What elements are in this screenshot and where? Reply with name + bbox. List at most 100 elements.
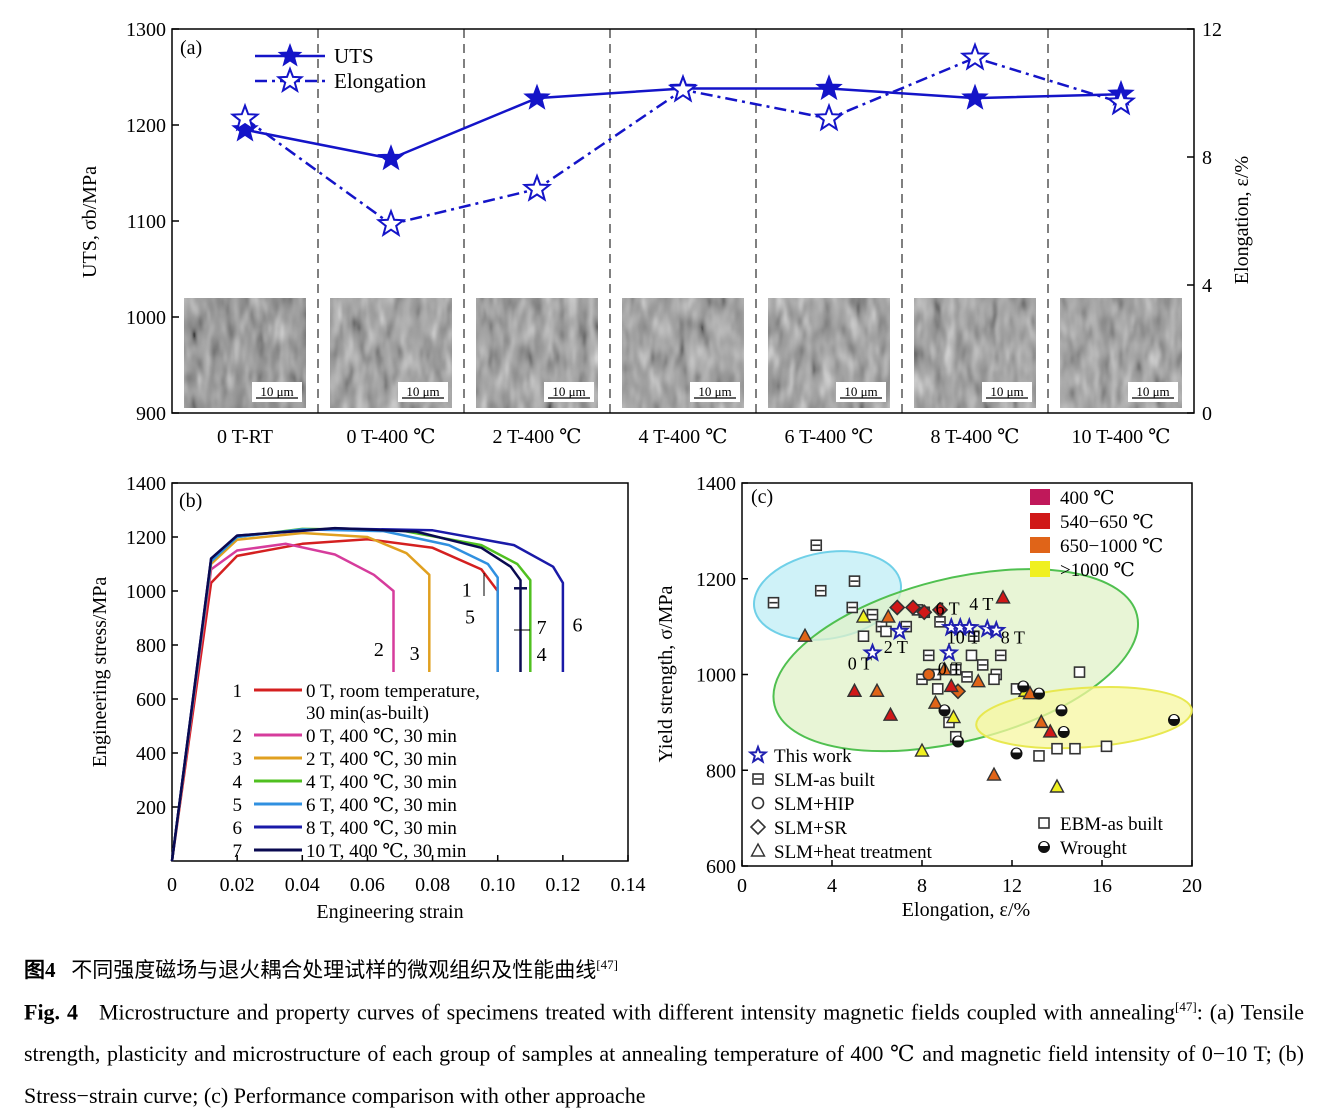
x-tick-label: 0.10 xyxy=(480,874,515,896)
scale-bar-label: 10 μm xyxy=(844,384,877,399)
y-tick-label: 400 xyxy=(136,743,166,765)
curve-label-5: 5 xyxy=(465,606,475,628)
legend-label-6: 8 T, 400 ℃, 30 min xyxy=(306,818,457,839)
this-work-point xyxy=(976,618,998,638)
legend-label-2: 0 T, 400 ℃, 30 min xyxy=(306,726,457,747)
series-elongation-marker xyxy=(813,102,845,132)
caption-cn-text: 不同强度磁场与退火耦合处理试样的微观组织及性能曲线 xyxy=(71,958,597,982)
legend-uts-marker xyxy=(277,43,303,67)
scale-bar-label: 10 μm xyxy=(1136,384,1169,399)
panel-b-frame xyxy=(171,482,629,862)
legend-marker-label: SLM-as built xyxy=(774,770,876,791)
this-work-point xyxy=(862,642,883,662)
panel-c-label: (c) xyxy=(751,486,773,508)
this-work-label: 8 T xyxy=(1001,627,1025,647)
x-tick-label: 0 T-RT xyxy=(217,426,273,448)
this-work-point xyxy=(938,642,960,662)
y-tick-label: 800 xyxy=(136,635,166,657)
wrought-point-highlight xyxy=(940,705,949,710)
caption-chinese: 图4 不同强度磁场与退火耦合处理试样的微观组织及性能曲线[47] xyxy=(24,944,1304,991)
slm-heat-point xyxy=(914,742,930,757)
caption-english: Fig. 4 Microstructure and property curve… xyxy=(24,986,1304,1117)
panel-a-legend: UTS Elongation xyxy=(255,43,427,94)
legend-label-1: 0 T, room temperature, xyxy=(306,681,480,702)
slm-heat-point xyxy=(943,677,959,693)
scale-bar-box xyxy=(690,382,740,402)
scale-bar-box xyxy=(544,382,594,402)
legend-marker-star xyxy=(747,744,769,764)
y-tick-label: 600 xyxy=(136,689,166,711)
x-tick-label: 0.14 xyxy=(611,874,646,896)
wrought-point-highlight xyxy=(1170,714,1178,719)
curve-label-3: 3 xyxy=(410,643,420,665)
y-tick-label: 1200 xyxy=(126,527,166,549)
y-tick-label: 1000 xyxy=(126,307,166,329)
caption-cn-prefix: 图4 xyxy=(24,958,56,982)
marker-legend: This work SLM-as built SLM+HIP SLM+SR SLM+he… xyxy=(747,744,1164,863)
curve-2 xyxy=(170,542,395,862)
series-elongation-marker xyxy=(521,173,553,202)
y2-tick-label: 4 xyxy=(1202,275,1212,297)
y-tick-label: 1200 xyxy=(126,115,166,137)
series-elongation-marker xyxy=(375,208,407,237)
legend-marker-square xyxy=(1038,817,1050,829)
legend-marker-label: EBM-as built xyxy=(1060,814,1164,835)
legend-marker-label: SLM+heat treatment xyxy=(774,842,933,863)
panel-a-y2label: Elongation, ε/% xyxy=(1231,156,1253,284)
panel-b-label: (b) xyxy=(179,490,202,512)
series-elongation-marker xyxy=(667,73,699,103)
series-group xyxy=(229,41,1137,237)
temperature-label: >1000 ℃ xyxy=(1060,560,1135,581)
x-tick-label: 12 xyxy=(1002,875,1022,897)
x-tick-label: 8 T-400 ℃ xyxy=(930,426,1019,448)
x-tick-label: 0 T-400 ℃ xyxy=(346,426,435,448)
legend-label-4: 4 T, 400 ℃, 30 min xyxy=(306,772,457,793)
caption-en-ref: [47] xyxy=(1175,999,1197,1014)
ebm-as-built-point xyxy=(988,673,1000,686)
y-tick-label: 900 xyxy=(136,403,166,425)
this-work-label: 4 T xyxy=(969,594,993,614)
scale-bar-box xyxy=(252,382,302,402)
legend-number: 2 xyxy=(233,726,243,747)
scale-bar-box xyxy=(1128,382,1178,402)
scale-bar-label: 10 μm xyxy=(990,384,1023,399)
slm-heat-point xyxy=(846,682,863,697)
this-work-point xyxy=(985,619,1007,640)
scale-bar-box xyxy=(398,382,448,402)
y-tick-label: 1200 xyxy=(696,569,736,591)
legend-marker-label: This work xyxy=(774,746,852,767)
micrograph-group: 10 μm 10 μm 10 μm 10 μm 10 μm 10 μm 10 μm xyxy=(184,298,1182,408)
curve-1 xyxy=(170,537,499,862)
x-tick-label: 0.02 xyxy=(220,874,255,896)
legend-elongation-marker xyxy=(275,66,305,94)
slm-heat-point xyxy=(797,627,813,642)
temperature-swatch xyxy=(1030,489,1050,505)
y2-tick-label: 12 xyxy=(1202,19,1222,41)
wrought-point-highlight xyxy=(954,736,962,741)
series-uts-line xyxy=(244,87,1122,160)
ebm-as-built-point xyxy=(965,649,978,662)
figure-canvas: (a) 10 μm 10 μm 10 μm 10 μm 10 μm 10 μm 10 μm … xyxy=(79,19,1253,923)
panel-c-xlabel: Elongation, ε/% xyxy=(902,899,1030,921)
y-tick-label: 1000 xyxy=(696,665,736,687)
x-tick-label: 6 T-400 ℃ xyxy=(784,426,873,448)
slm-heat-point xyxy=(927,694,944,709)
this-work-point xyxy=(889,620,910,641)
ebm-as-built-point xyxy=(931,683,944,695)
curve-number-labels: 1 5 7 6 2 3 4 xyxy=(374,579,583,666)
legend-number: 6 xyxy=(233,818,243,839)
series-uts-marker xyxy=(961,83,989,110)
x-tick-label: 0.12 xyxy=(545,874,580,896)
slm-heat-point xyxy=(882,706,899,721)
ebm-as-built-point xyxy=(1100,740,1113,753)
this-work-label: 6 T xyxy=(936,599,960,619)
series-elongation-marker xyxy=(1105,86,1137,116)
slm-heat-point xyxy=(945,709,962,724)
wrought-point-highlight xyxy=(1019,681,1028,686)
temperature-label: 540−650 ℃ xyxy=(1060,512,1154,533)
ebm-as-built-point xyxy=(1033,750,1045,762)
curve-label-7: 7 xyxy=(537,617,547,639)
temperature-legend: 400 ℃ 540−650 ℃ 650−1000 ℃ >1000 ℃ xyxy=(1030,488,1163,581)
legend-marker-halfcircle-highlight xyxy=(1040,842,1048,846)
panel-c-ylabel: Yield strength, σ/MPa xyxy=(655,585,677,762)
